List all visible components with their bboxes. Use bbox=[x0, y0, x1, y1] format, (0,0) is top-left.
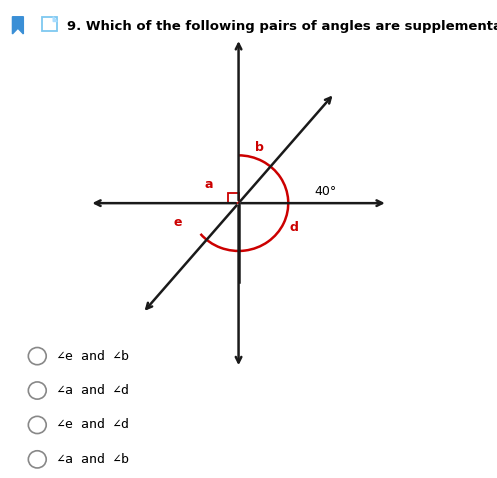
Text: ∠a and ∠b: ∠a and ∠b bbox=[57, 453, 129, 466]
Text: ∠e and ∠d: ∠e and ∠d bbox=[57, 418, 129, 432]
Text: e: e bbox=[173, 216, 182, 229]
Polygon shape bbox=[53, 17, 57, 22]
Text: b: b bbox=[255, 141, 264, 153]
Text: a: a bbox=[204, 177, 213, 191]
Text: ∠e and ∠b: ∠e and ∠b bbox=[57, 349, 129, 363]
Text: d: d bbox=[289, 221, 298, 234]
Polygon shape bbox=[12, 17, 23, 34]
Text: ∠a and ∠d: ∠a and ∠d bbox=[57, 384, 129, 397]
FancyBboxPatch shape bbox=[42, 17, 57, 31]
Text: 40°: 40° bbox=[315, 185, 336, 198]
Text: 9. Which of the following pairs of angles are supplementary?: 9. Which of the following pairs of angle… bbox=[67, 20, 497, 33]
